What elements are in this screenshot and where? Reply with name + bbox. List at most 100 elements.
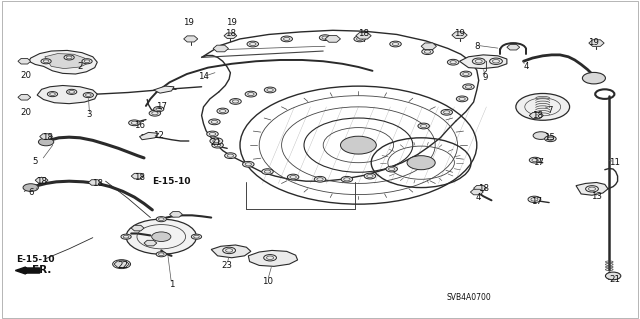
- Polygon shape: [184, 36, 198, 42]
- Polygon shape: [356, 33, 371, 39]
- Text: 20: 20: [20, 108, 31, 117]
- Circle shape: [247, 41, 259, 47]
- Circle shape: [314, 176, 326, 182]
- Polygon shape: [474, 185, 486, 191]
- Text: 23: 23: [221, 261, 233, 270]
- Circle shape: [83, 93, 93, 98]
- Circle shape: [605, 272, 621, 280]
- Polygon shape: [131, 173, 144, 179]
- Circle shape: [287, 174, 299, 180]
- Polygon shape: [45, 54, 88, 69]
- Circle shape: [586, 186, 598, 192]
- Circle shape: [418, 123, 429, 129]
- Circle shape: [38, 138, 54, 146]
- Polygon shape: [40, 134, 52, 139]
- Circle shape: [545, 136, 556, 142]
- Text: 12: 12: [153, 131, 164, 140]
- Circle shape: [82, 59, 92, 64]
- Text: 18: 18: [532, 111, 543, 120]
- Circle shape: [262, 169, 273, 174]
- Text: 3: 3: [87, 110, 92, 119]
- Circle shape: [460, 71, 472, 77]
- Polygon shape: [88, 180, 101, 185]
- Circle shape: [209, 119, 220, 125]
- Circle shape: [129, 120, 140, 126]
- Circle shape: [156, 217, 166, 222]
- Circle shape: [64, 55, 74, 60]
- Polygon shape: [170, 211, 182, 217]
- Polygon shape: [140, 132, 159, 140]
- Circle shape: [472, 58, 485, 64]
- Polygon shape: [576, 182, 608, 195]
- Circle shape: [67, 89, 77, 94]
- Circle shape: [463, 84, 474, 90]
- Text: 21: 21: [609, 275, 620, 284]
- Polygon shape: [224, 33, 237, 39]
- Circle shape: [264, 87, 276, 93]
- Circle shape: [364, 173, 376, 179]
- Text: 14: 14: [198, 72, 209, 81]
- Text: 5: 5: [33, 157, 38, 166]
- Circle shape: [582, 72, 605, 84]
- Circle shape: [191, 234, 202, 239]
- Circle shape: [490, 58, 502, 64]
- Text: 19: 19: [589, 38, 599, 47]
- Circle shape: [533, 132, 548, 139]
- Circle shape: [23, 184, 38, 191]
- Text: 18: 18: [134, 173, 145, 182]
- Polygon shape: [325, 36, 340, 42]
- Circle shape: [207, 131, 218, 137]
- Text: 18: 18: [225, 29, 236, 38]
- Circle shape: [319, 35, 331, 41]
- Text: 13: 13: [591, 192, 602, 201]
- Polygon shape: [35, 177, 48, 183]
- Circle shape: [41, 59, 51, 64]
- Circle shape: [245, 91, 257, 97]
- Text: 15: 15: [543, 133, 555, 142]
- Text: 22: 22: [117, 261, 129, 270]
- Text: 4: 4: [476, 193, 481, 202]
- Circle shape: [121, 234, 131, 239]
- Circle shape: [156, 252, 166, 257]
- Circle shape: [456, 96, 468, 102]
- Circle shape: [441, 109, 452, 115]
- Circle shape: [230, 99, 241, 104]
- Polygon shape: [144, 240, 157, 246]
- Circle shape: [390, 41, 401, 47]
- Text: 1: 1: [169, 280, 174, 289]
- Circle shape: [154, 107, 164, 112]
- Circle shape: [341, 176, 353, 182]
- Circle shape: [225, 153, 236, 159]
- Polygon shape: [529, 112, 543, 119]
- Text: 7: 7: [548, 106, 553, 115]
- Polygon shape: [452, 32, 467, 38]
- Circle shape: [516, 93, 570, 120]
- Circle shape: [528, 196, 541, 203]
- Text: 17: 17: [156, 102, 167, 111]
- Circle shape: [340, 136, 376, 154]
- Text: 20: 20: [20, 71, 31, 80]
- Text: 9: 9: [483, 73, 488, 82]
- Text: SVB4A0700: SVB4A0700: [447, 293, 492, 302]
- Circle shape: [152, 232, 171, 241]
- Circle shape: [217, 108, 228, 114]
- FancyArrow shape: [15, 267, 40, 274]
- Polygon shape: [18, 94, 31, 100]
- Text: 19: 19: [184, 19, 194, 27]
- Circle shape: [223, 247, 236, 254]
- Text: 18: 18: [358, 29, 369, 38]
- Polygon shape: [18, 58, 31, 64]
- Circle shape: [243, 161, 254, 167]
- Text: 8: 8: [474, 42, 479, 51]
- Text: 19: 19: [227, 19, 237, 27]
- Text: E-15-10: E-15-10: [152, 177, 191, 186]
- Text: E-15-10: E-15-10: [16, 256, 54, 264]
- Circle shape: [447, 59, 459, 65]
- Text: 18: 18: [42, 133, 54, 142]
- Circle shape: [529, 157, 541, 163]
- Polygon shape: [507, 44, 520, 50]
- Polygon shape: [131, 225, 144, 231]
- Polygon shape: [211, 245, 251, 258]
- Text: FR.: FR.: [32, 264, 51, 275]
- Circle shape: [354, 36, 365, 42]
